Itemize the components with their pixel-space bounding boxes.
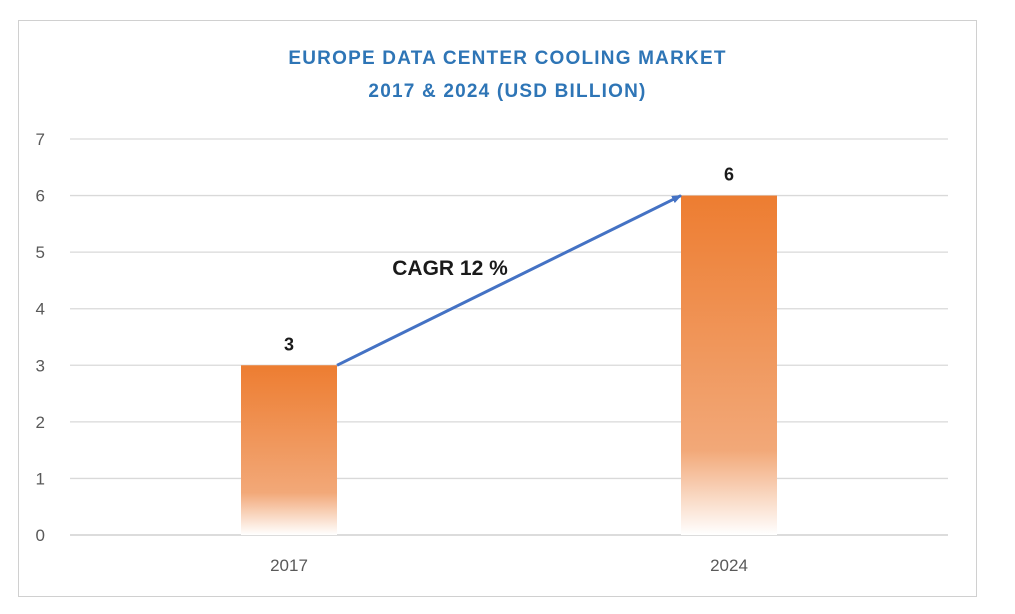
y-tick-label: 3 xyxy=(36,356,45,375)
y-tick-label: 1 xyxy=(36,469,45,488)
y-tick-label: 6 xyxy=(36,187,45,206)
data-label: 6 xyxy=(724,165,734,185)
bar-2024 xyxy=(681,195,777,536)
chart-frame xyxy=(18,20,977,597)
chart-title-line-2: 2017 & 2024 (USD BILLION) xyxy=(368,81,647,102)
y-tick-label: 2 xyxy=(36,413,45,432)
cagr-annotation: CAGR 12 % xyxy=(392,257,508,280)
cagr-arrow xyxy=(336,194,682,367)
x-tick-label: 2017 xyxy=(270,556,308,575)
y-tick-label: 5 xyxy=(36,243,45,262)
data-label: 3 xyxy=(284,334,294,354)
y-tick-label: 7 xyxy=(36,130,45,149)
bar-2017 xyxy=(241,365,337,535)
y-tick-label: 0 xyxy=(36,526,45,545)
y-tick-label: 4 xyxy=(36,300,45,319)
x-tick-label: 2024 xyxy=(710,556,748,575)
chart-title-line-1: EUROPE DATA CENTER COOLING MARKET xyxy=(288,48,727,69)
